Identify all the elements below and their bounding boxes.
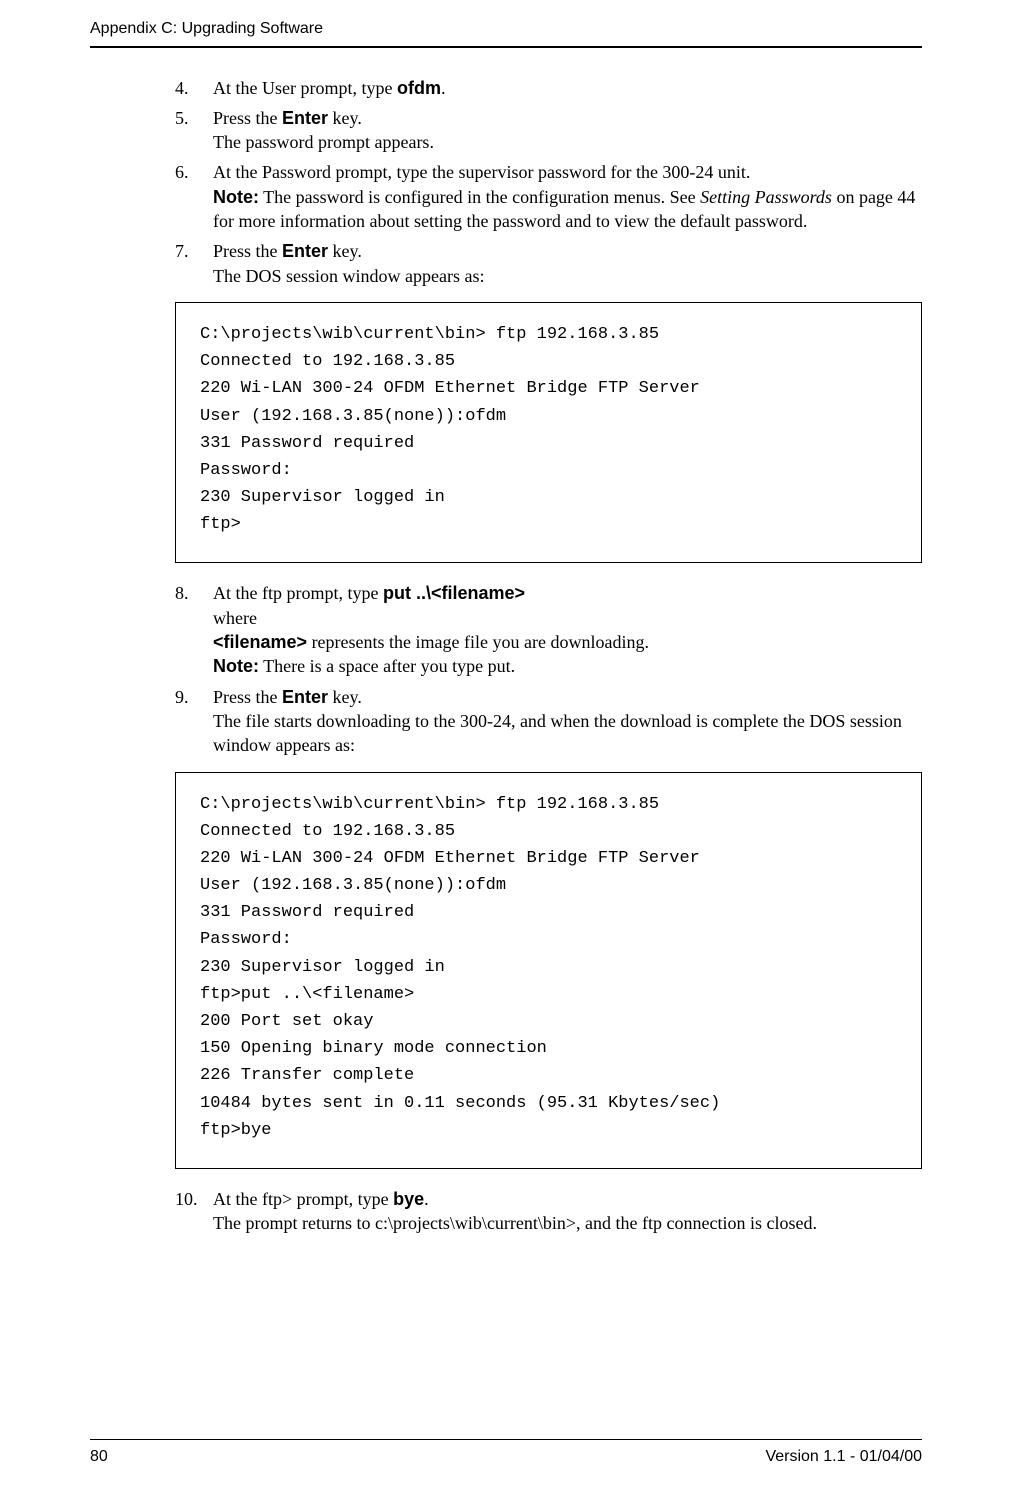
text: The prompt returns to c:\projects\wib\cu… [175,1211,922,1235]
text: The file starts downloading to the 300-2… [213,711,902,755]
reference: Setting Passwords [700,187,832,207]
footer: 80 Version 1.1 - 01/04/00 [90,1439,922,1468]
text: key. [328,108,362,128]
text: represents the image file you are downlo… [307,632,649,652]
step-list-cont: At the ftp prompt, type put ..\<filename… [175,581,922,757]
text: . [441,78,446,98]
key: Enter [282,687,328,707]
content: At the User prompt, type ofdm. Press the… [175,76,922,1236]
step-10: 10.At the ftp> prompt, type bye. The pro… [175,1187,922,1236]
command: ofdm [397,78,441,98]
step-list: At the User prompt, type ofdm. Press the… [175,76,922,288]
text: At the ftp prompt, type [213,583,383,603]
step-8: At the ftp prompt, type put ..\<filename… [175,581,922,678]
text: Press the [213,241,282,261]
key: Enter [282,108,328,128]
code-block-1: C:\projects\wib\current\bin> ftp 192.168… [175,302,922,564]
text: At the User prompt, type [213,78,397,98]
step-7: Press the Enter key. The DOS session win… [175,239,922,288]
text: At the ftp> prompt, type [213,1189,393,1209]
version: Version 1.1 - 01/04/00 [765,1446,922,1468]
text: The password is configured in the config… [259,187,700,207]
step-number: 10. [175,1187,213,1211]
text: key. [328,687,362,707]
code-block-2: C:\projects\wib\current\bin> ftp 192.168… [175,772,922,1169]
step-6: At the Password prompt, type the supervi… [175,160,922,233]
placeholder: <filename> [213,632,307,652]
key: Enter [282,241,328,261]
command: put ..\<filename> [383,583,525,603]
running-head: Appendix C: Upgrading Software [90,18,922,48]
note-label: Note: [213,187,259,207]
text: The DOS session window appears as: [213,266,484,286]
text: Press the [213,108,282,128]
text: where [213,608,257,628]
step-5: Press the Enter key. The password prompt… [175,106,922,155]
text: key. [328,241,362,261]
text: The password prompt appears. [213,132,434,152]
text: At the Password prompt, type the supervi… [213,162,750,182]
text: . [424,1189,429,1209]
step-4: At the User prompt, type ofdm. [175,76,922,100]
note-label: Note: [213,656,259,676]
page-number: 80 [90,1446,108,1468]
step-9: Press the Enter key. The file starts dow… [175,685,922,758]
text: There is a space after you type put. [259,656,515,676]
command: bye [393,1189,424,1209]
page: Appendix C: Upgrading Software At the Us… [0,0,1012,1498]
text: Press the [213,687,282,707]
